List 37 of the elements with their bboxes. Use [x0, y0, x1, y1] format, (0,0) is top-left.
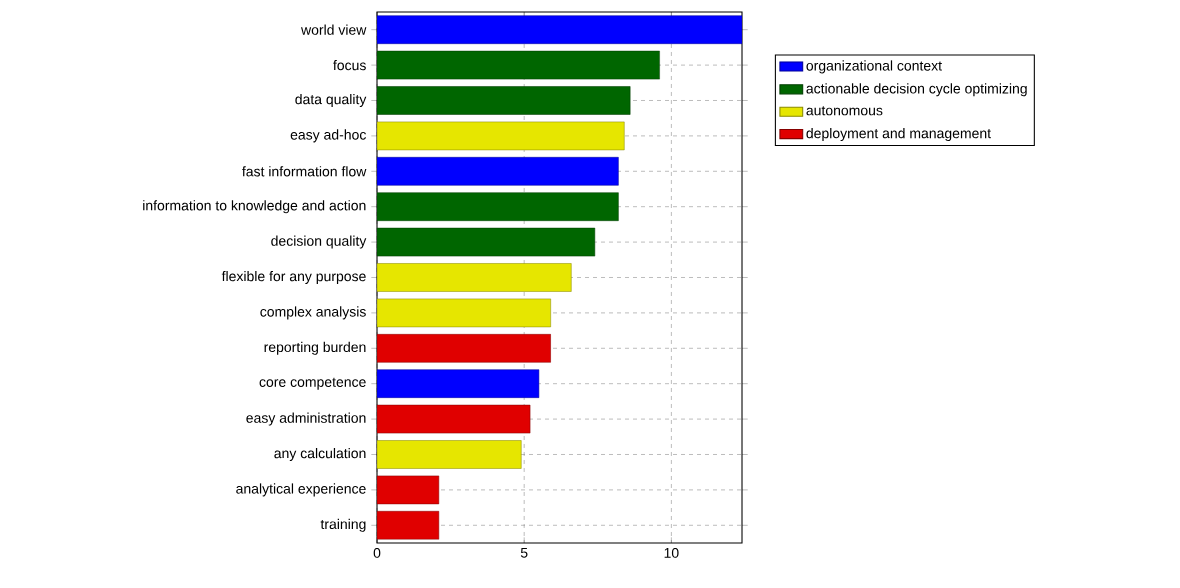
y-tick-label: analytical experience — [236, 483, 366, 497]
y-tick-label: core competence — [259, 377, 366, 390]
y-tick-label: easy administration — [246, 412, 366, 426]
legend-label: organizational context — [806, 60, 942, 74]
bar — [377, 404, 531, 434]
bar — [377, 440, 522, 469]
bar — [377, 263, 572, 292]
bar — [377, 298, 551, 328]
y-tick-label: training — [320, 518, 366, 532]
y-tick-label: reporting burden — [264, 341, 366, 355]
y-tick-label: focus — [333, 59, 366, 71]
y-tick-label: flexible for any purpose — [221, 270, 366, 285]
bar — [377, 369, 540, 398]
x-tick-label: 10 — [664, 547, 679, 558]
bar — [377, 334, 551, 363]
bar — [377, 121, 625, 151]
y-tick-label: decision quality — [271, 235, 367, 249]
legend-label: deployment and management — [806, 127, 991, 142]
bar — [377, 192, 619, 221]
y-tick-label: fast information flow — [242, 166, 367, 177]
legend-label: autonomous — [806, 106, 883, 116]
y-tick-label: easy ad-hoc — [290, 129, 366, 143]
y-tick-label: data quality — [295, 93, 367, 108]
y-tick-label: any calculation — [274, 447, 366, 462]
bar — [377, 15, 743, 44]
bar — [377, 227, 596, 257]
bar — [377, 86, 631, 115]
y-tick-label: complex analysis — [260, 306, 366, 320]
x-tick-label: 5 — [520, 547, 528, 558]
y-tick-label: world view — [301, 24, 367, 35]
bar — [377, 50, 660, 80]
bar — [377, 511, 440, 540]
bar — [377, 157, 619, 186]
y-tick-label: information to knowledge and action — [143, 200, 366, 214]
bar — [377, 475, 440, 505]
x-tick-label: 0 — [373, 547, 381, 558]
legend-label: actionable decision cycle optimizing — [806, 83, 1027, 97]
